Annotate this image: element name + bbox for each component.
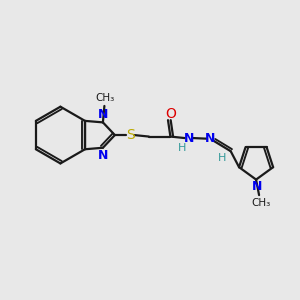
- Text: CH₃: CH₃: [251, 198, 270, 208]
- Text: H: H: [178, 142, 187, 153]
- Text: N: N: [251, 180, 262, 193]
- Text: CH₃: CH₃: [96, 94, 115, 103]
- Text: N: N: [184, 132, 194, 145]
- Text: O: O: [165, 106, 176, 121]
- Text: N: N: [98, 108, 108, 122]
- Text: N: N: [98, 149, 109, 162]
- Text: N: N: [205, 132, 216, 145]
- Text: S: S: [126, 128, 135, 142]
- Text: H: H: [218, 153, 226, 163]
